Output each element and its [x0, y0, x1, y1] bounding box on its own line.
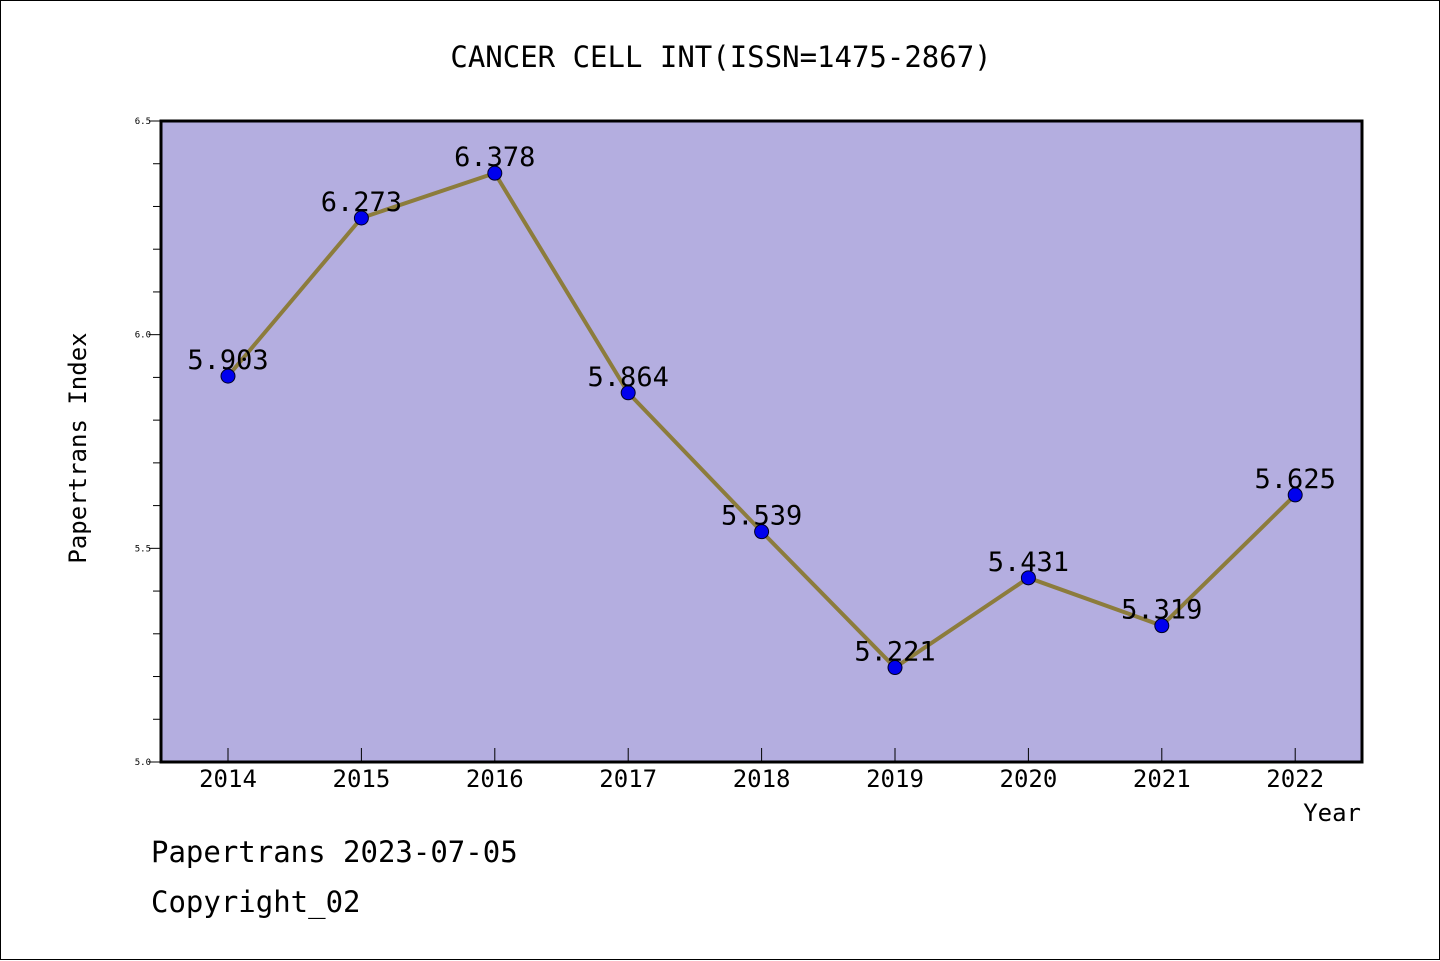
data-point [1020, 570, 1036, 586]
data-label: 5.539 [721, 501, 802, 532]
x-tick-label: 2014 [199, 765, 257, 793]
plot-area [159, 119, 1364, 764]
footer-date-text: Papertrans 2023-07-05 [151, 835, 518, 869]
data-point [754, 524, 770, 540]
x-tick-label: 2015 [333, 765, 391, 793]
x-axis: 2014 2015 2016 2017 2018 2019 2020 2021 2022 [199, 748, 1324, 793]
series-layer: 5.903 6.273 6.378 5.864 5.539 5.221 5.431 5.319… [187, 142, 1336, 676]
data-label: 5.864 [588, 362, 669, 393]
data-label: 5.221 [854, 637, 935, 668]
data-label: 5.431 [988, 547, 1069, 578]
chart-title: CANCER CELL INT(ISSN=1475-2867) [450, 40, 991, 74]
data-point [487, 165, 503, 181]
data-label: 6.273 [321, 187, 402, 218]
x-tick-label: 2020 [1000, 765, 1058, 793]
x-tick-label: 2018 [733, 765, 791, 793]
x-tick-label: 2016 [466, 765, 524, 793]
y-tick-label: 5.5 [135, 544, 151, 554]
y-tick-label: 5.0 [135, 758, 151, 768]
x-tick-label: 2022 [1266, 765, 1324, 793]
data-point [620, 385, 636, 401]
y-axis: 5.0 5.5 6.0 6.5 [135, 117, 161, 768]
x-axis-label: Year [1303, 799, 1361, 827]
data-point [887, 660, 903, 676]
y-tick-label: 6.0 [135, 331, 151, 341]
x-tick-label: 2021 [1133, 765, 1191, 793]
footer-copyright-text: Copyright_02 [151, 885, 361, 919]
x-tick-label: 2017 [599, 765, 657, 793]
data-point [1287, 487, 1303, 503]
data-label: 5.319 [1121, 595, 1202, 626]
x-tick-label: 2019 [866, 765, 924, 793]
data-label: 5.903 [187, 345, 268, 376]
data-point [220, 368, 236, 384]
data-label: 6.378 [454, 142, 535, 173]
data-point [1154, 618, 1170, 634]
data-point [353, 210, 369, 226]
data-label: 5.625 [1255, 464, 1336, 495]
y-tick-label: 6.5 [135, 117, 151, 127]
y-axis-label: Papertrans Index [64, 332, 92, 563]
